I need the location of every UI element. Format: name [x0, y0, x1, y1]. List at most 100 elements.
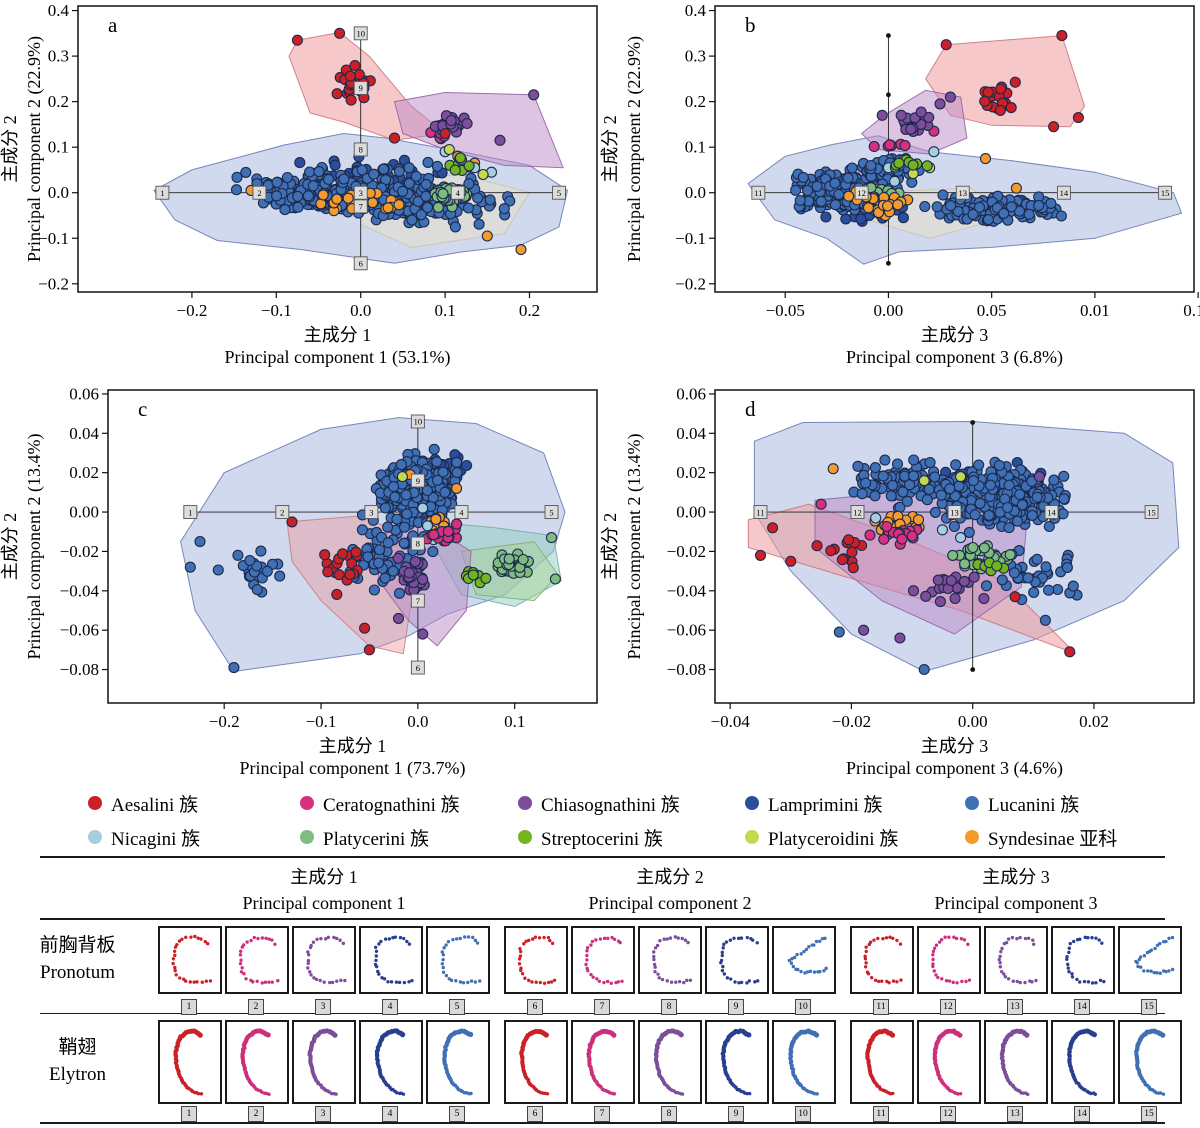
points-aesalini	[754, 522, 1076, 658]
shape-number-tag-elytron-11: 11	[873, 1106, 889, 1122]
shape-number-tag-elytron-3: 3	[315, 1106, 331, 1122]
axis-marker-box-1: 1	[155, 185, 170, 200]
panel-letter-c: c	[138, 397, 147, 421]
elytron-shape-10	[788, 1028, 820, 1096]
plot-frame	[714, 389, 1195, 704]
legend-item-ceratognathini: Ceratognathini 族	[300, 790, 460, 816]
svg-text:7: 7	[416, 596, 420, 606]
plot-frame	[77, 5, 598, 293]
pronotum-shape-11	[863, 935, 903, 985]
axis-marker-box-1: 1	[183, 505, 198, 520]
points-aesalini	[940, 30, 1084, 133]
axis-marker-box-2: 2	[275, 505, 290, 520]
svg-text:4: 4	[459, 507, 464, 517]
y-axis-label-zh: 主成分 2	[0, 115, 20, 183]
y-tick-label: 0.00	[69, 503, 99, 522]
x-tick-label: −0.2	[209, 712, 240, 731]
y-axis-label-zh: 主成分 2	[0, 513, 20, 581]
legend-swatch-lamprimini	[745, 796, 759, 810]
svg-text:3: 3	[369, 507, 373, 517]
svg-text:9: 9	[359, 83, 363, 93]
elytron-shape-11	[865, 1028, 896, 1096]
shape-number-tag-elytron-7: 7	[594, 1106, 610, 1122]
pronotum-shape-box-14	[1051, 926, 1115, 994]
svg-text:1: 1	[160, 188, 164, 198]
svg-text:13: 13	[959, 188, 968, 198]
axis-marker-box-15: 15	[1158, 185, 1173, 200]
panel-letter-d: d	[745, 397, 756, 421]
axis-marker-box-4: 4	[454, 505, 469, 520]
shape-column-header-en: Principal component 2	[588, 893, 752, 913]
pronotum-shape-7	[584, 935, 624, 985]
elytron-shape-box-11	[850, 1020, 914, 1104]
y-tick-label: 0.2	[685, 92, 706, 111]
axis-marker-box-8: 8	[410, 536, 425, 551]
pronotum-shape-box-10	[772, 926, 836, 994]
y-tick-label: −0.04	[667, 581, 707, 600]
svg-text:2: 2	[257, 188, 261, 198]
y-tick-label: −0.1	[38, 229, 69, 248]
x-tick-label: 0.0	[350, 301, 371, 320]
legend-item-lamprimini: Lamprimini 族	[745, 790, 883, 816]
x-axis-label-en: Principal component 3 (4.6%)	[846, 758, 1063, 779]
pronotum-shape-box-11	[850, 926, 914, 994]
axis-marker-box-5: 5	[544, 505, 559, 520]
legend-label-ceratognathini: Ceratognathini 族	[323, 794, 460, 816]
points-ceratognathini	[421, 518, 463, 547]
pronotum-shape-box-9	[705, 926, 769, 994]
svg-text:14: 14	[1060, 188, 1069, 198]
elytron-shape-15	[1134, 1028, 1166, 1096]
points-nicagini	[870, 512, 967, 544]
points-streptocerini	[460, 565, 492, 589]
x-tick-label: 0.0	[407, 712, 428, 731]
points-lucanini	[790, 153, 1067, 227]
axis-marker-box-4: 4	[450, 185, 465, 200]
svg-text:2: 2	[280, 507, 284, 517]
legend-item-aesalini: Aesalini 族	[88, 790, 198, 816]
points-streptocerini	[889, 154, 933, 173]
pronotum-shape-box-5	[426, 926, 490, 994]
svg-text:14: 14	[1047, 507, 1056, 517]
shape-number-tag-elytron-12: 12	[940, 1106, 956, 1122]
points-chiasognathini	[392, 552, 430, 640]
elytron-shape-3	[307, 1028, 338, 1096]
axis-marker-box-6: 6	[410, 660, 425, 675]
legend-item-platyceroidini: Platyceroidini 族	[745, 824, 898, 850]
elytron-shape-box-2	[225, 1020, 289, 1104]
row-label-zh: 前胸背板	[39, 935, 116, 956]
axis-marker-box-3: 3	[364, 505, 379, 520]
svg-text:8: 8	[416, 539, 420, 549]
y-tick-label: 0.2	[48, 92, 69, 111]
shape-number-tag-pronotum-9: 9	[728, 999, 744, 1015]
plot-frame	[107, 389, 598, 704]
legend-swatch-aesalini	[88, 796, 102, 810]
x-axis-label-en: Principal component 3 (6.8%)	[846, 347, 1063, 368]
shape-number-tag-pronotum-6: 6	[527, 999, 543, 1015]
elytron-shape-2	[240, 1028, 271, 1096]
axis-dot	[886, 33, 891, 39]
shape-number-tag-pronotum-3: 3	[315, 999, 331, 1015]
shape-column-header-zh: 主成分 1	[290, 867, 358, 887]
y-tick-label: 0.0	[685, 183, 706, 202]
y-axis-label-zh: 主成分 2	[600, 513, 620, 581]
y-tick-label: 0.06	[676, 384, 706, 403]
y-axis-label-zh: 主成分 2	[600, 115, 620, 183]
y-tick-label: −0.2	[675, 274, 706, 293]
legend-swatch-lucanini	[965, 796, 979, 810]
elytron-shape-box-12	[917, 1020, 981, 1104]
x-tick-label: −0.1	[261, 301, 292, 320]
svg-text:3: 3	[359, 188, 363, 198]
axis-marker-box-8: 8	[353, 142, 368, 157]
svg-text:15: 15	[1161, 188, 1170, 198]
svg-text:9: 9	[416, 476, 420, 486]
svg-text:5: 5	[549, 507, 553, 517]
shape-number-tag-elytron-4: 4	[382, 1106, 398, 1122]
legend-label-platycerini: Platycerini 族	[323, 828, 430, 850]
pronotum-shape-5	[440, 935, 482, 985]
panel-letter-a: a	[108, 13, 118, 37]
shape-number-tag-elytron-13: 13	[1007, 1106, 1023, 1122]
x-tick-label: 0.15	[1183, 301, 1200, 320]
x-tick-label: 0.01	[1080, 301, 1110, 320]
row-label-pronotum: 前胸背板 Pronotum	[10, 932, 145, 986]
